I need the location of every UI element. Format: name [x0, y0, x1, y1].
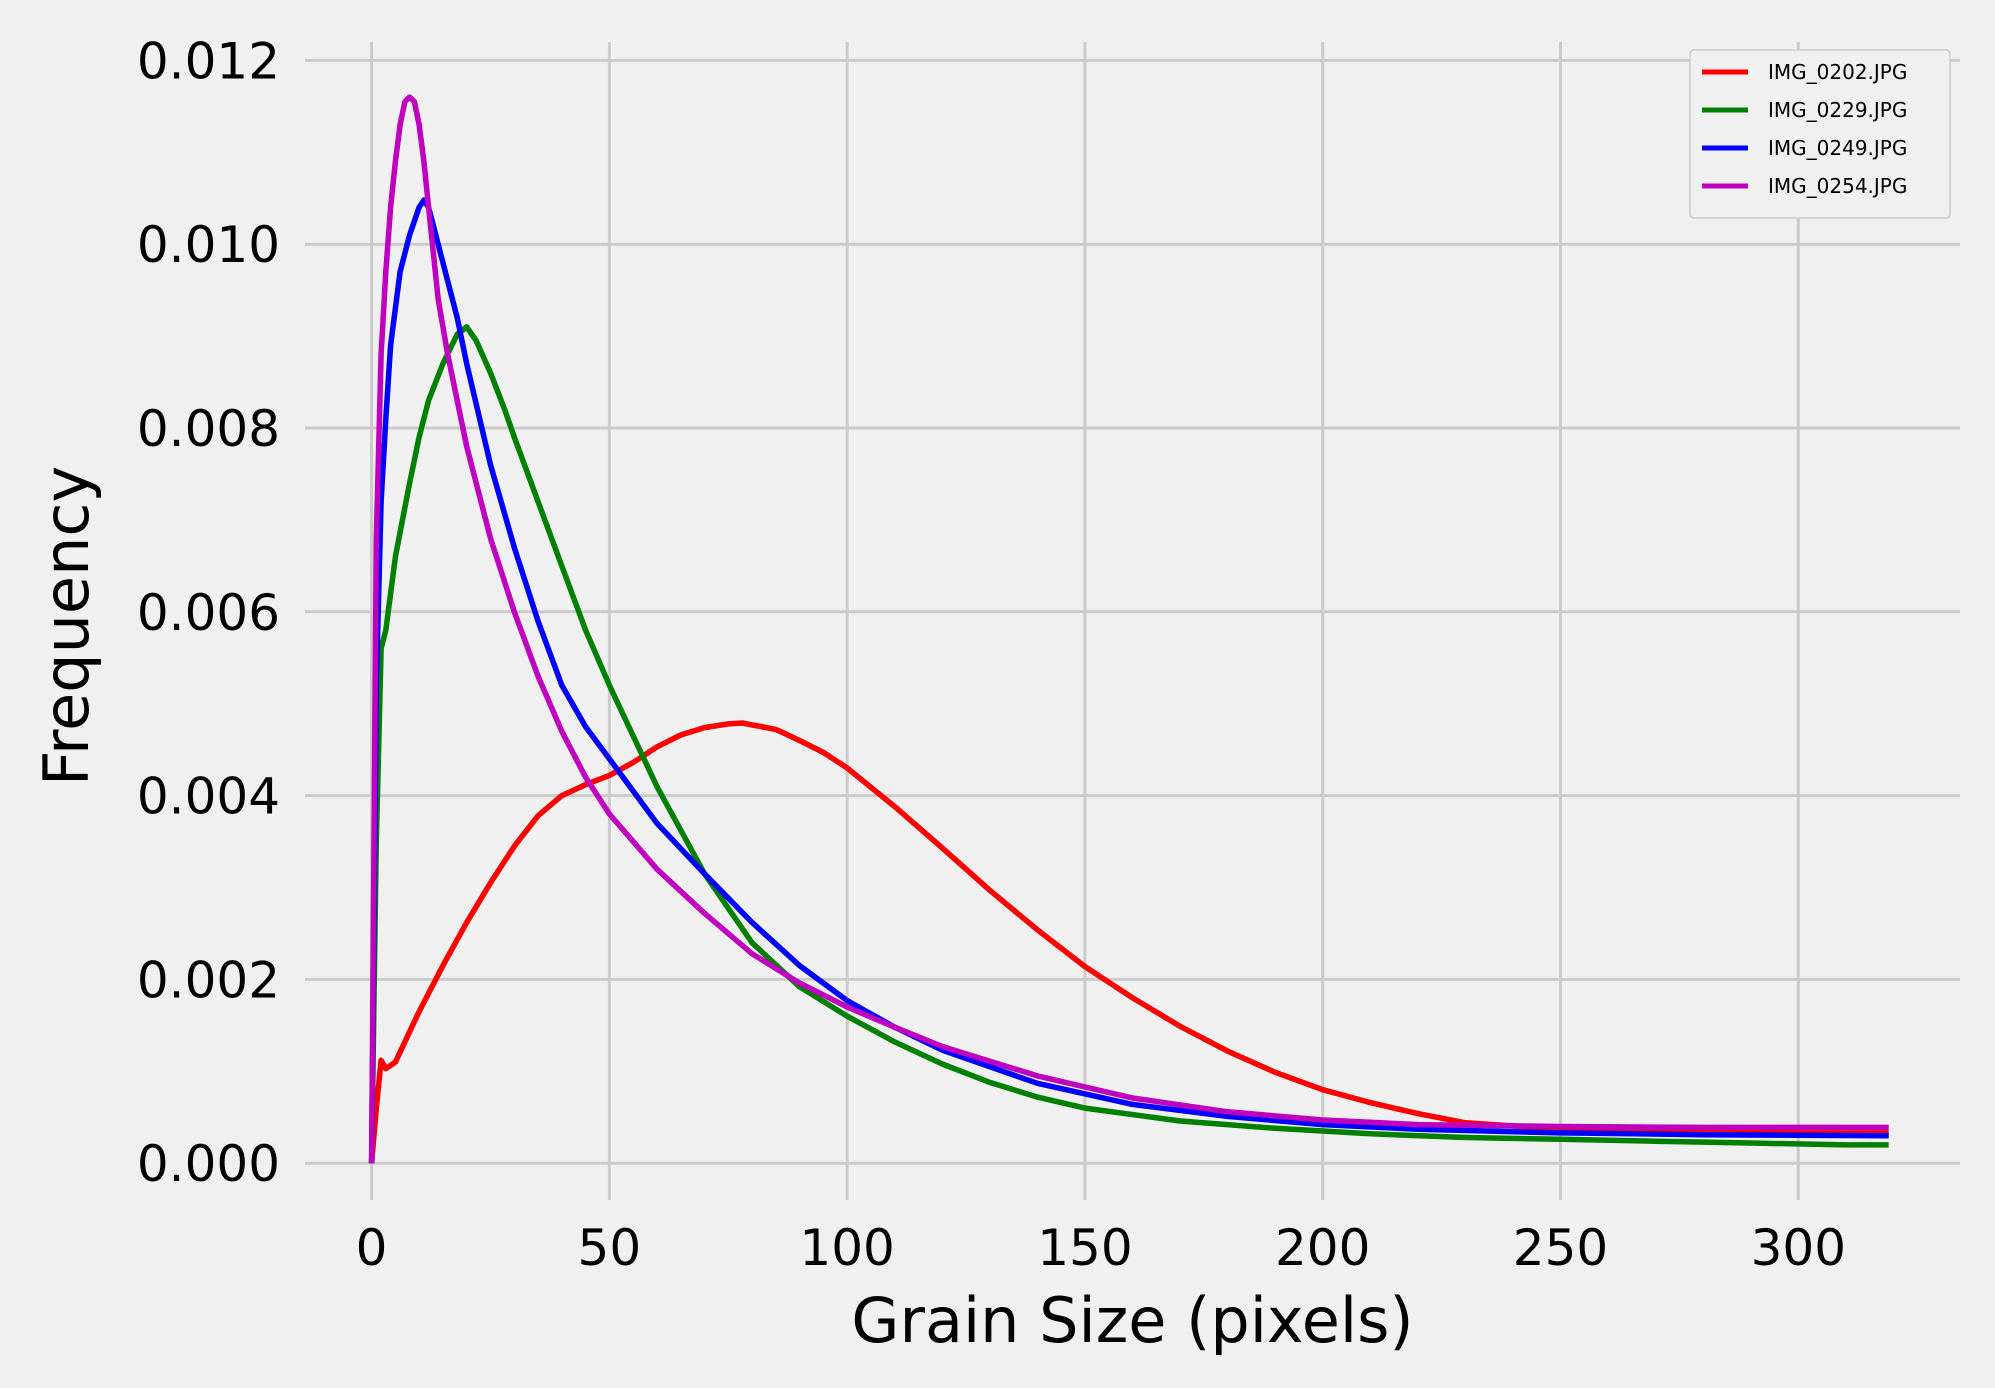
x-tick-label: 150 [1037, 1219, 1132, 1277]
x-axis-ticks: 0 50 100 150 200 250 300 [356, 1219, 1846, 1277]
series-line-2 [368, 197, 1889, 1164]
y-tick-label: 0.008 [137, 400, 280, 458]
y-tick-label: 0.000 [137, 1135, 280, 1193]
x-tick-label: 250 [1513, 1219, 1608, 1277]
x-tick-label: 300 [1751, 1219, 1846, 1277]
series-line-1 [368, 324, 1889, 1164]
y-tick-label: 0.006 [137, 584, 280, 642]
legend-items: IMG_0202.JPG IMG_0229.JPG IMG_0249.JPG IMG_… [1702, 60, 1907, 198]
x-tick-label: 200 [1275, 1219, 1370, 1277]
y-tick-label: 0.004 [137, 768, 280, 826]
legend-label: IMG_0229.JPG [1768, 98, 1907, 122]
series-line-0 [368, 720, 1889, 1164]
y-tick-label: 0.012 [137, 32, 280, 90]
legend-label: IMG_0254.JPG [1768, 174, 1907, 198]
x-tick-label: 50 [578, 1219, 642, 1277]
y-tick-label: 0.002 [137, 951, 280, 1009]
legend: IMG_0202.JPG IMG_0229.JPG IMG_0249.JPG IMG_… [1689, 49, 1951, 219]
y-tick-label: 0.010 [137, 216, 280, 274]
series-line-3 [368, 94, 1889, 1164]
y-axis-ticks: 0.000 0.002 0.004 0.006 0.008 0.010 0.012 [137, 32, 280, 1193]
legend-label: IMG_0249.JPG [1768, 136, 1907, 160]
x-tick-label: 0 [356, 1219, 388, 1277]
x-tick-label: 100 [799, 1219, 894, 1277]
y-axis-label: Frequency [30, 466, 103, 786]
legend-box [1689, 49, 1951, 219]
legend-label: IMG_0202.JPG [1768, 60, 1907, 84]
series-lines [368, 94, 1889, 1164]
x-axis-label: Grain Size (pixels) [851, 1284, 1413, 1357]
